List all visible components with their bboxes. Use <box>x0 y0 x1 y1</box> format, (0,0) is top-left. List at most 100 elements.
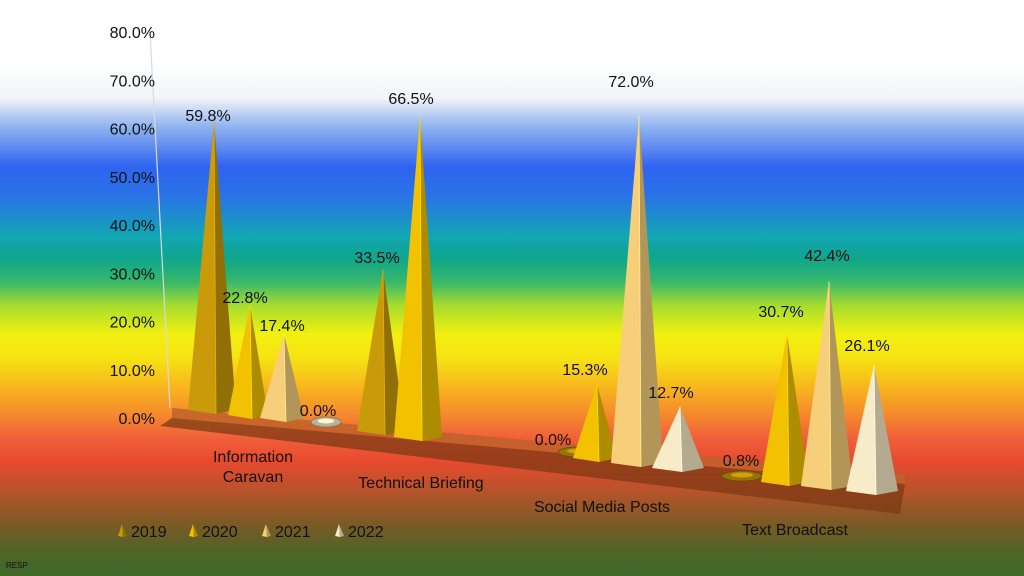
cone-face-light <box>611 115 641 467</box>
legend-label: 2019 <box>131 524 167 541</box>
cone-edge <box>213 121 217 415</box>
cone-face-light <box>801 281 831 490</box>
y-tick-label: 60.0% <box>110 122 155 139</box>
legend-item-2020: 2020 <box>189 524 238 541</box>
legend-item-2019: 2019 <box>118 524 167 541</box>
cone-edge <box>382 269 386 436</box>
cone-face-dark <box>250 304 268 419</box>
cone-face-light <box>573 384 599 462</box>
data-label: 22.8% <box>222 290 267 307</box>
cone-face-dark <box>214 121 236 414</box>
cone-edge <box>596 384 600 463</box>
data-label: 0.8% <box>723 453 759 470</box>
legend-swatch-shade <box>122 524 127 537</box>
cone-edge <box>419 116 423 442</box>
data-labels: 59.8% 33.5% 0.0% 0.8% 22.8% 66.5% 15.3% 30.7% 17… <box>185 74 889 470</box>
data-label: 33.5% <box>354 250 399 267</box>
data-label: 30.7% <box>758 304 803 321</box>
data-label: 0.0% <box>300 403 336 420</box>
y-axis-line <box>149 31 171 409</box>
cone-face-dark <box>639 115 663 467</box>
legend-swatch-shade <box>266 524 271 537</box>
data-label: 15.3% <box>562 362 607 379</box>
y-tick-label: 70.0% <box>110 73 155 90</box>
legend-swatch <box>118 524 123 537</box>
cone-face-dark <box>284 334 304 422</box>
cone-face-light <box>228 304 252 419</box>
cone-face-dark <box>787 333 809 486</box>
cone-edge <box>679 406 683 473</box>
data-label: 12.7% <box>648 385 693 402</box>
cone-2020 <box>761 333 809 487</box>
legend-swatch-shade <box>339 524 344 537</box>
cone-edge <box>283 334 287 423</box>
cone-edge <box>786 333 790 487</box>
floor-top <box>172 408 905 484</box>
cone-edge <box>249 304 253 420</box>
y-tick-label: 40.0% <box>110 218 155 235</box>
cone-2022 <box>846 365 898 496</box>
legend-item-2021: 2021 <box>262 524 311 541</box>
category-label: Technical Briefing <box>358 475 483 492</box>
cone-face-dark <box>874 365 898 495</box>
cone-2022 <box>310 416 342 428</box>
legend-swatch-shade <box>193 524 198 537</box>
cone-face-light <box>761 333 789 486</box>
cone-2019 <box>188 121 236 415</box>
y-tick-label: 80.0% <box>110 25 155 42</box>
category-labels: Information Caravan Technical Briefing Soci… <box>213 449 848 539</box>
y-tick-label: 0.0% <box>119 411 155 428</box>
legend-swatch <box>262 524 267 537</box>
legend-label: 2020 <box>202 524 238 541</box>
data-label: 0.0% <box>535 432 571 449</box>
legend-swatch <box>335 524 340 537</box>
cone-marks <box>188 115 898 496</box>
data-label: 72.0% <box>608 74 653 91</box>
data-label: 59.8% <box>185 108 230 125</box>
legend-label: 2022 <box>348 524 384 541</box>
data-label: 42.4% <box>804 248 849 265</box>
category-label: Social Media Posts <box>534 499 670 516</box>
cone-2020 <box>573 384 617 463</box>
legend: 2019 2020 2021 2022 <box>118 524 384 541</box>
cone-face-light <box>357 269 385 435</box>
legend-item-2022: 2022 <box>335 524 384 541</box>
y-tick-label: 20.0% <box>110 315 155 332</box>
legend-label: 2021 <box>275 524 311 541</box>
category-label: Information Caravan <box>213 449 293 486</box>
cone-face-light <box>188 121 216 414</box>
cone-2019 <box>721 470 763 482</box>
footer-note: RESP <box>6 561 28 570</box>
y-tick-label: 30.0% <box>110 266 155 283</box>
cone-2022 <box>652 406 704 473</box>
chart-floor <box>160 408 905 514</box>
cone-edge <box>873 365 877 496</box>
cone-face-light <box>260 334 286 422</box>
cone-face-dark <box>597 384 617 462</box>
cone-face-light <box>394 116 422 441</box>
cone-2020 <box>228 304 268 420</box>
category-label: Text Broadcast <box>742 522 848 539</box>
cone-2020 <box>394 116 442 442</box>
data-label: 26.1% <box>844 338 889 355</box>
legend-swatch <box>189 524 194 537</box>
y-axis: 0.0% 10.0% 20.0% 30.0% 40.0% 50.0% 60.0% 70.0% 8… <box>110 25 171 428</box>
floor-front <box>160 418 905 514</box>
cone-face-dark <box>420 116 442 441</box>
cone-face-light <box>652 406 682 472</box>
cone-face-dark <box>829 281 853 490</box>
cone-2021 <box>611 115 663 468</box>
y-tick-label: 50.0% <box>110 170 155 187</box>
data-label: 17.4% <box>259 318 304 335</box>
cone-edge <box>828 281 832 491</box>
cone-edge <box>638 115 642 468</box>
cone-base-highlight <box>731 472 753 478</box>
cone-face-dark <box>680 406 704 472</box>
cone-2021 <box>801 281 853 491</box>
y-tick-label: 10.0% <box>110 363 155 380</box>
data-label: 66.5% <box>388 91 433 108</box>
cone-2021 <box>260 334 304 423</box>
cone-base-highlight <box>317 418 335 424</box>
cone-face-light <box>846 365 876 495</box>
